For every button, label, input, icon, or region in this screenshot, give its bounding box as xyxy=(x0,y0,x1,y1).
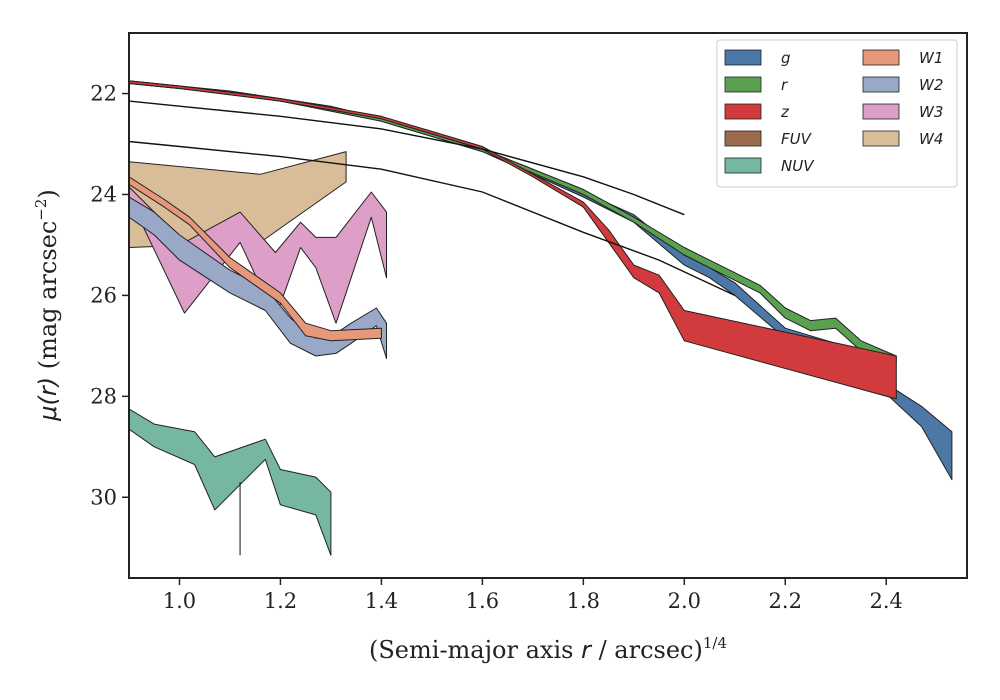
y-tick-label: 24 xyxy=(90,182,117,206)
legend-swatch-w4 xyxy=(862,130,900,147)
x-tick-label: 1.2 xyxy=(264,589,297,613)
y-tick-label: 28 xyxy=(90,384,117,408)
band-w3 xyxy=(129,186,387,324)
model-curves xyxy=(129,100,736,297)
y-axis: 22 24 26 28 30 xyxy=(90,82,129,509)
x-tick-label: 2.4 xyxy=(870,589,903,613)
legend-label-r: r xyxy=(781,76,788,94)
legend-swatch-z xyxy=(724,103,762,120)
legend-label-nuv: NUV xyxy=(781,157,815,175)
legend-label-w4: W4 xyxy=(919,130,943,148)
y-tick-label: 26 xyxy=(90,283,117,307)
legend-swatch-nuv xyxy=(724,157,762,174)
band-w1 xyxy=(129,176,382,342)
x-tick-label: 1.0 xyxy=(163,589,196,613)
legend-label-g: g xyxy=(781,49,791,67)
legend: grz FUV NUV W1 W2 W3 W4 xyxy=(716,39,958,188)
legend-swatch-w2 xyxy=(862,76,900,93)
band-w4 xyxy=(129,151,347,248)
y-tick-label: 30 xyxy=(90,485,117,509)
y-axis-label: μ(r) (mag arcsec−2) xyxy=(32,189,62,422)
legend-swatch-fuv xyxy=(724,130,762,147)
band-nuv xyxy=(129,408,332,556)
legend-swatch-w1 xyxy=(862,49,900,66)
legend-label-w3: W3 xyxy=(919,103,943,121)
x-tick-label: 1.8 xyxy=(567,589,600,613)
y-tick-label: 22 xyxy=(90,82,117,106)
band-z xyxy=(129,80,897,400)
legend-label-fuv: FUV xyxy=(781,130,813,148)
x-tick-label: 1.4 xyxy=(365,589,398,613)
x-tick-label: 1.6 xyxy=(466,589,499,613)
x-axis: 1.0 1.2 1.4 1.6 1.8 2.0 2.2 2.4 xyxy=(163,578,903,613)
legend-label-w2: W2 xyxy=(919,76,943,94)
surface-brightness-bands xyxy=(129,80,953,556)
legend-swatch-r xyxy=(724,76,762,93)
model-curve-1 xyxy=(129,100,685,216)
x-tick-label: 2.0 xyxy=(668,589,701,613)
x-axis-label: (Semi-major axis r / arcsec)1/4 xyxy=(369,634,727,664)
legend-label-z: z xyxy=(780,103,790,121)
plot-frame xyxy=(128,32,968,579)
legend-swatch-g xyxy=(724,49,762,66)
model-curve-2 xyxy=(129,140,736,297)
legend-label-w1: W1 xyxy=(919,49,943,67)
x-tick-label: 2.2 xyxy=(769,589,802,613)
legend-swatch-w3 xyxy=(862,103,900,120)
